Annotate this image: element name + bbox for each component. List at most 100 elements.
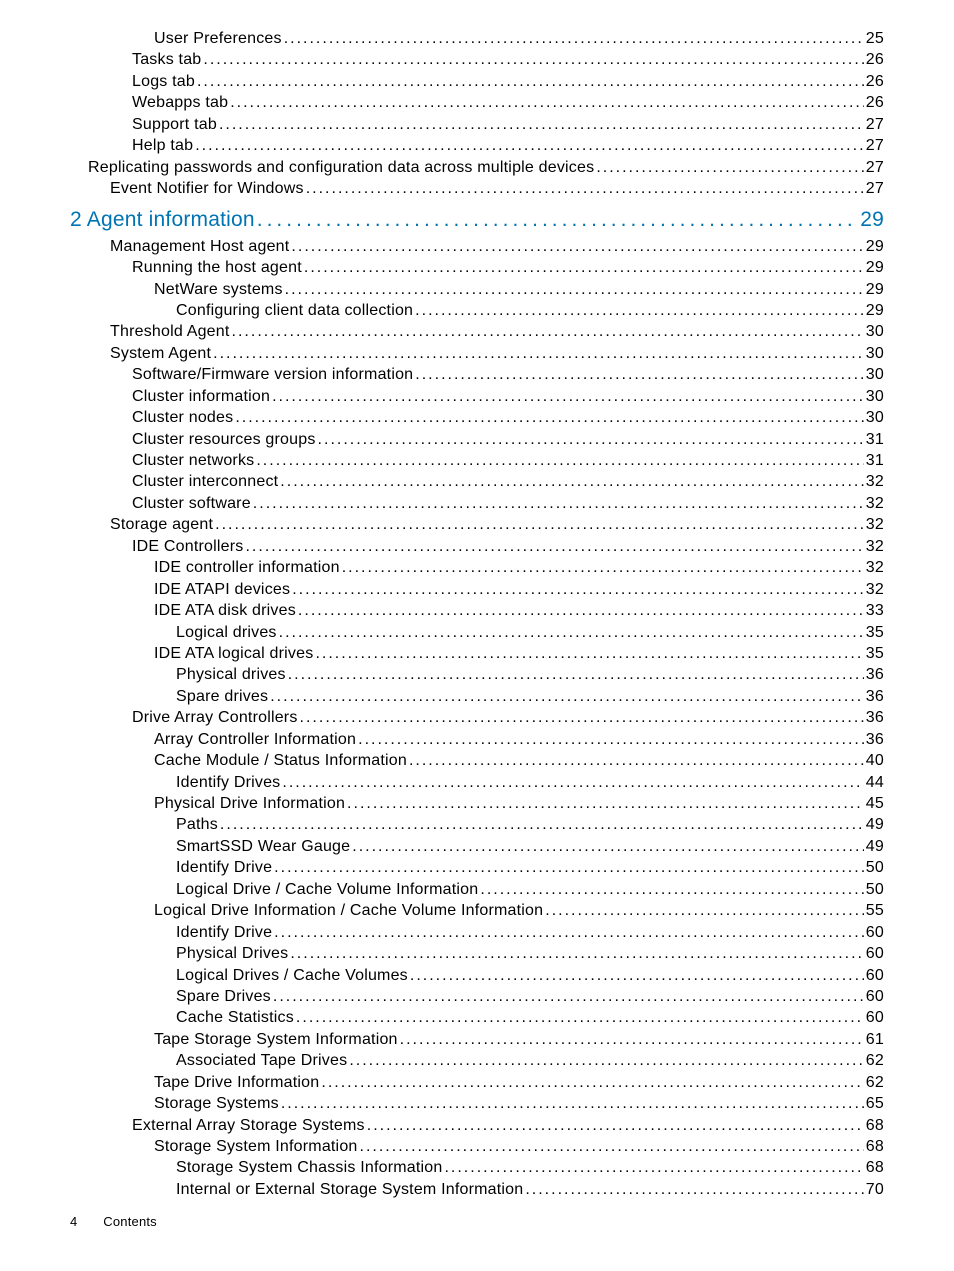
toc-entry-line[interactable]: User Preferences........................… bbox=[70, 28, 884, 49]
toc-entry-label: Cluster software bbox=[132, 493, 251, 514]
toc-dot-leader: ........................................… bbox=[220, 814, 864, 835]
toc-entry-line[interactable]: Cluster nodes...........................… bbox=[70, 407, 884, 428]
toc-entry-line[interactable]: Storage agent...........................… bbox=[70, 514, 884, 535]
toc-entry-line[interactable]: Webapps tab.............................… bbox=[70, 92, 884, 113]
toc-entry-line[interactable]: Drive Array Controllers.................… bbox=[70, 707, 884, 728]
toc-dot-leader: ........................................… bbox=[270, 686, 864, 707]
toc-entry-line[interactable]: Cache Module / Status Information.......… bbox=[70, 750, 884, 771]
toc-entry-line[interactable]: Physical drives.........................… bbox=[70, 664, 884, 685]
toc-entry-label: Physical Drive Information bbox=[154, 793, 345, 814]
toc-dot-leader: ........................................… bbox=[300, 707, 864, 728]
toc-entry-line[interactable]: Identify Drive..........................… bbox=[70, 857, 884, 878]
toc-entry-line[interactable]: Identify Drives.........................… bbox=[70, 772, 884, 793]
toc-entry-line[interactable]: Logical Drive Information / Cache Volume… bbox=[70, 900, 884, 921]
toc-entry-line[interactable]: Storage System Information..............… bbox=[70, 1136, 884, 1157]
toc-entry-label: Tape Drive Information bbox=[154, 1072, 319, 1093]
toc-entry-line[interactable]: Physical Drive Information..............… bbox=[70, 793, 884, 814]
toc-entry-page: 27 bbox=[866, 114, 884, 135]
toc-entry-label: Logical Drive / Cache Volume Information bbox=[176, 879, 478, 900]
toc-entry-line[interactable]: Associated Tape Drives..................… bbox=[70, 1050, 884, 1071]
toc-entry-line[interactable]: Support tab.............................… bbox=[70, 114, 884, 135]
toc-entry-page: 33 bbox=[866, 600, 884, 621]
toc-entry-line[interactable]: Storage System Chassis Information......… bbox=[70, 1157, 884, 1178]
toc-entry-line[interactable]: Management Host agent...................… bbox=[70, 236, 884, 257]
toc-dot-leader: ........................................… bbox=[318, 429, 864, 450]
toc-entry-label: IDE Controllers bbox=[132, 536, 243, 557]
toc-entry-label: Logical Drive Information / Cache Volume… bbox=[154, 900, 543, 921]
toc-entry-line[interactable]: Cache Statistics........................… bbox=[70, 1007, 884, 1028]
toc-dot-leader: ........................................… bbox=[349, 1050, 863, 1071]
toc-entry-line[interactable]: Cluster interconnect....................… bbox=[70, 471, 884, 492]
toc-entry-line[interactable]: Identify Drive..........................… bbox=[70, 922, 884, 943]
toc-entry-line[interactable]: Event Notifier for Windows..............… bbox=[70, 178, 884, 199]
toc-dot-leader: ........................................… bbox=[288, 664, 864, 685]
toc-entry-line[interactable]: Storage Systems.........................… bbox=[70, 1093, 884, 1114]
toc-dot-leader: ........................................… bbox=[315, 643, 863, 664]
toc-entry-label: Tasks tab bbox=[132, 49, 201, 70]
toc-entry-line[interactable]: SmartSSD Wear Gauge.....................… bbox=[70, 836, 884, 857]
toc-entry-line[interactable]: Paths...................................… bbox=[70, 814, 884, 835]
toc-entry-page: 31 bbox=[866, 429, 884, 450]
toc-dot-leader: ........................................… bbox=[409, 750, 864, 771]
toc-entry-line[interactable]: IDE controller information..............… bbox=[70, 557, 884, 578]
toc-entry-line[interactable]: Configuring client data collection .....… bbox=[70, 300, 884, 321]
toc-entry-label: Tape Storage System Information bbox=[154, 1029, 398, 1050]
toc-entry-line[interactable]: Cluster resources groups................… bbox=[70, 429, 884, 450]
toc-entry-page: 30 bbox=[866, 364, 884, 385]
toc-dot-leader: ........................................… bbox=[545, 900, 864, 921]
toc-entry-line[interactable]: Cluster networks........................… bbox=[70, 450, 884, 471]
toc-entry-page: 32 bbox=[866, 471, 884, 492]
toc-entry-line[interactable]: Spare Drives............................… bbox=[70, 986, 884, 1007]
toc-entry-line[interactable]: Cluster software........................… bbox=[70, 493, 884, 514]
toc-entry-line[interactable]: External Array Storage Systems..........… bbox=[70, 1115, 884, 1136]
toc-entry-label: Management Host agent bbox=[110, 236, 289, 257]
toc-entry-line[interactable]: IDE Controllers.........................… bbox=[70, 536, 884, 557]
toc-entry-page: 32 bbox=[866, 493, 884, 514]
toc-dot-leader: ........................................… bbox=[282, 772, 863, 793]
toc-dot-leader: ........................................… bbox=[347, 793, 864, 814]
toc-chapter-line[interactable]: 2 Agent information.....................… bbox=[70, 206, 884, 234]
toc-entry-line[interactable]: Tape Drive Information..................… bbox=[70, 1072, 884, 1093]
toc-entry-line[interactable]: Software/Firmware version information...… bbox=[70, 364, 884, 385]
toc-entry-line[interactable]: Running the host agent..................… bbox=[70, 257, 884, 278]
toc-dot-leader: ........................................… bbox=[444, 1157, 863, 1178]
toc-entry-line[interactable]: Logs tab................................… bbox=[70, 71, 884, 92]
toc-dot-leader: ........................................… bbox=[257, 206, 858, 234]
toc-entry-line[interactable]: Threshold Agent.........................… bbox=[70, 321, 884, 342]
toc-entry-label: Paths bbox=[176, 814, 218, 835]
toc-entry-line[interactable]: Cluster information.....................… bbox=[70, 386, 884, 407]
toc-entry-line[interactable]: IDE ATAPI devices.......................… bbox=[70, 579, 884, 600]
toc-entry-line[interactable]: Help tab................................… bbox=[70, 135, 884, 156]
toc-dot-leader: ........................................… bbox=[256, 450, 863, 471]
toc-entry-label: Identify Drive bbox=[176, 922, 272, 943]
toc-entry-line[interactable]: IDE ATA disk drives.....................… bbox=[70, 600, 884, 621]
toc-entry-line[interactable]: Spare drives............................… bbox=[70, 686, 884, 707]
toc-entry-line[interactable]: Tasks tab...............................… bbox=[70, 49, 884, 70]
toc-dot-leader: ........................................… bbox=[279, 622, 864, 643]
toc-entry-label: Spare Drives bbox=[176, 986, 271, 1007]
toc-entry-page: 65 bbox=[866, 1093, 884, 1114]
toc-entry-line[interactable]: IDE ATA logical drives..................… bbox=[70, 643, 884, 664]
toc-entry-label: Replicating passwords and configuration … bbox=[88, 157, 594, 178]
toc-entry-page: 62 bbox=[866, 1072, 884, 1093]
toc-entry-line[interactable]: System Agent............................… bbox=[70, 343, 884, 364]
toc-entry-line[interactable]: Physical Drives.........................… bbox=[70, 943, 884, 964]
toc-entry-line[interactable]: Replicating passwords and configuration … bbox=[70, 157, 884, 178]
toc-entry-label: Cluster nodes bbox=[132, 407, 233, 428]
toc-entry-label: IDE ATA disk drives bbox=[154, 600, 296, 621]
toc-dot-leader: ........................................… bbox=[291, 236, 863, 257]
toc-entry-line[interactable]: Logical drives .........................… bbox=[70, 622, 884, 643]
toc-entry-line[interactable]: Logical Drives / Cache Volumes..........… bbox=[70, 965, 884, 986]
toc-entry-line[interactable]: Tape Storage System Information.........… bbox=[70, 1029, 884, 1050]
toc-dot-leader: ........................................… bbox=[273, 986, 864, 1007]
toc-entry-line[interactable]: NetWare systems.........................… bbox=[70, 279, 884, 300]
toc-dot-leader: ........................................… bbox=[213, 343, 864, 364]
toc-entry-page: 60 bbox=[866, 1007, 884, 1028]
toc-entry-page: 31 bbox=[866, 450, 884, 471]
toc-dot-leader: ........................................… bbox=[280, 471, 864, 492]
toc-entry-line[interactable]: Logical Drive / Cache Volume Information… bbox=[70, 879, 884, 900]
toc-dot-leader: ........................................… bbox=[272, 386, 864, 407]
toc-entry-line[interactable]: Internal or External Storage System Info… bbox=[70, 1179, 884, 1200]
toc-entry-line[interactable]: Array Controller Information ...........… bbox=[70, 729, 884, 750]
toc-dot-leader: ........................................… bbox=[358, 729, 864, 750]
